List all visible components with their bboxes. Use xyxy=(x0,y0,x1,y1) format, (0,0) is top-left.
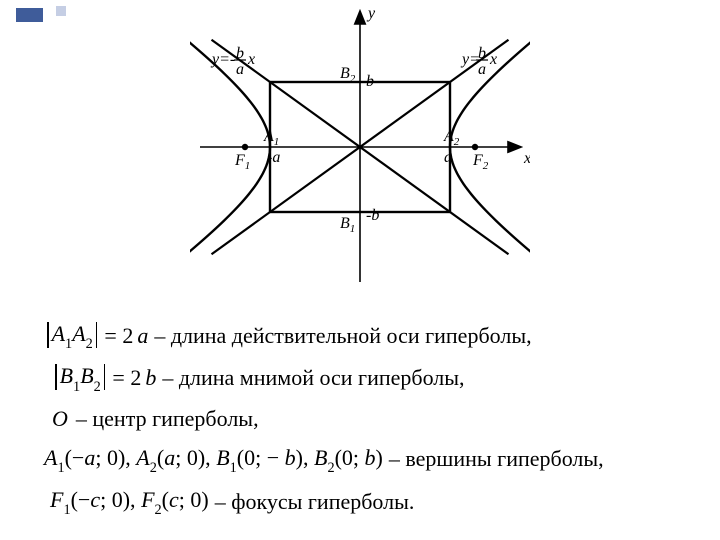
center-row: O – центр гиперболы, xyxy=(52,401,694,436)
desc-imag-axis: – длина мнимой оси гиперболы, xyxy=(162,360,464,395)
desc-vertices: – вершины гиперболы, xyxy=(389,441,604,476)
eq-text: = 2 xyxy=(112,360,141,395)
real-axis-length-row: A1A2 = 2a – длина действительной оси гип… xyxy=(44,316,694,354)
svg-text:-b: -b xyxy=(366,207,379,224)
center-symbol: O xyxy=(52,401,68,436)
svg-text:x: x xyxy=(489,51,497,68)
svg-text:-a: -a xyxy=(267,149,280,166)
svg-text:F2: F2 xyxy=(472,152,489,172)
vertices-list: A1(−a; 0), A2(a; 0), B1(0; − b), B2(0; b… xyxy=(44,440,383,478)
svg-text:B1: B1 xyxy=(340,215,355,235)
rhs-var: b xyxy=(145,360,156,395)
svg-text:y: y xyxy=(366,5,376,22)
svg-text:y=-: y=- xyxy=(210,51,235,68)
eq-text: = 2 xyxy=(104,318,133,353)
svg-text:b: b xyxy=(366,73,374,90)
svg-text:a: a xyxy=(444,149,452,166)
vertices-row: A1(−a; 0), A2(a; 0), B1(0; − b), B2(0; b… xyxy=(44,440,694,478)
svg-text:a: a xyxy=(478,61,486,78)
abs-A1A2: A1A2 xyxy=(44,316,100,354)
foci-list: F1(−c; 0), F2(c; 0) xyxy=(50,482,209,520)
svg-text:a: a xyxy=(236,61,244,78)
definitions-block: A1A2 = 2a – длина действительной оси гип… xyxy=(44,316,694,524)
hyperbola-diagram: xy-aab-bA1A2B2B1F1F2y=-baxy=bax xyxy=(190,2,530,297)
desc-foci: – фокусы гиперболы. xyxy=(215,484,415,519)
svg-text:x: x xyxy=(247,51,255,68)
desc-real-axis: – длина действительной оси гиперболы, xyxy=(154,318,531,353)
svg-text:x: x xyxy=(523,150,530,167)
svg-text:A2: A2 xyxy=(443,128,460,148)
imag-axis-length-row: B1B2 = 2b – длина мнимой оси гиперболы, xyxy=(52,358,694,396)
abs-B1B2: B1B2 xyxy=(52,358,108,396)
svg-text:F1: F1 xyxy=(234,152,250,172)
desc-center: – центр гиперболы, xyxy=(76,401,259,436)
corner-bullets xyxy=(16,8,51,27)
foci-row: F1(−c; 0), F2(c; 0) – фокусы гиперболы. xyxy=(50,482,694,520)
rhs-var: a xyxy=(137,318,148,353)
